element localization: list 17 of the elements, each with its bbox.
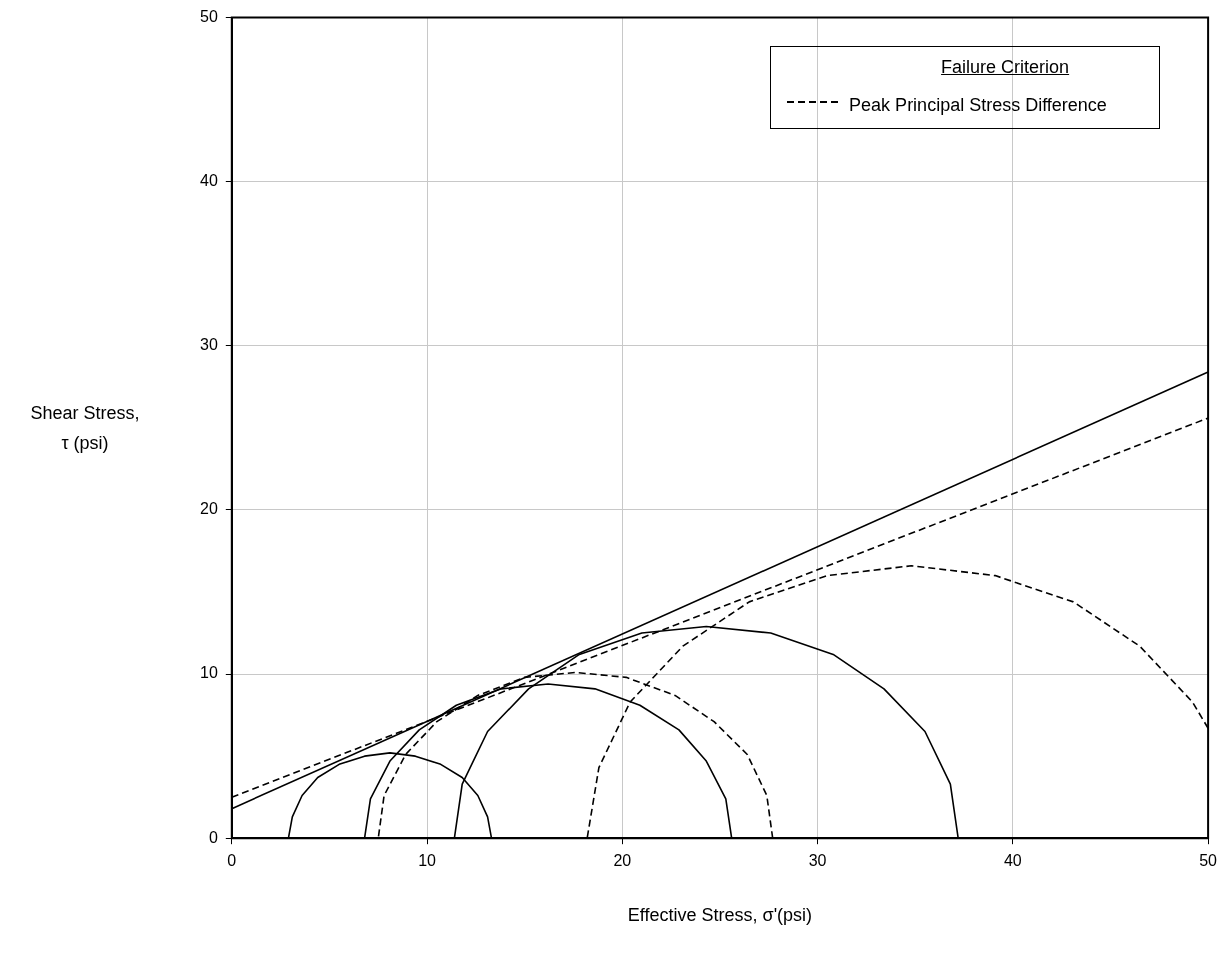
y-tick-label: 50 (200, 8, 218, 26)
y-tick-label: 0 (208, 828, 218, 846)
y-tick-label: 20 (200, 500, 218, 518)
x-tick-label: 50 (1199, 852, 1218, 870)
x-tick-label: 40 (1003, 852, 1022, 870)
y-tick-label: 40 (200, 172, 218, 190)
x-tick-label: 20 (613, 852, 632, 870)
x-tick-label: 30 (808, 852, 827, 870)
x-axis-title: Effective Stress, σ'(psi) (627, 905, 813, 926)
legend-frame: Failure Criterion Peak Principal Stress Difference (770, 45, 1161, 129)
y-tick-label: 30 (200, 336, 218, 354)
x-tick-label: 10 (418, 852, 437, 870)
legend-label: Peak Principal Stress Difference (849, 93, 1107, 117)
legend-title: Failure Criterion (940, 56, 1071, 78)
y-axis-title: Shear Stress, τ (psi) (29, 401, 141, 455)
y-tick-label: 10 (200, 664, 218, 682)
x-tick-label: 0 (227, 852, 237, 870)
